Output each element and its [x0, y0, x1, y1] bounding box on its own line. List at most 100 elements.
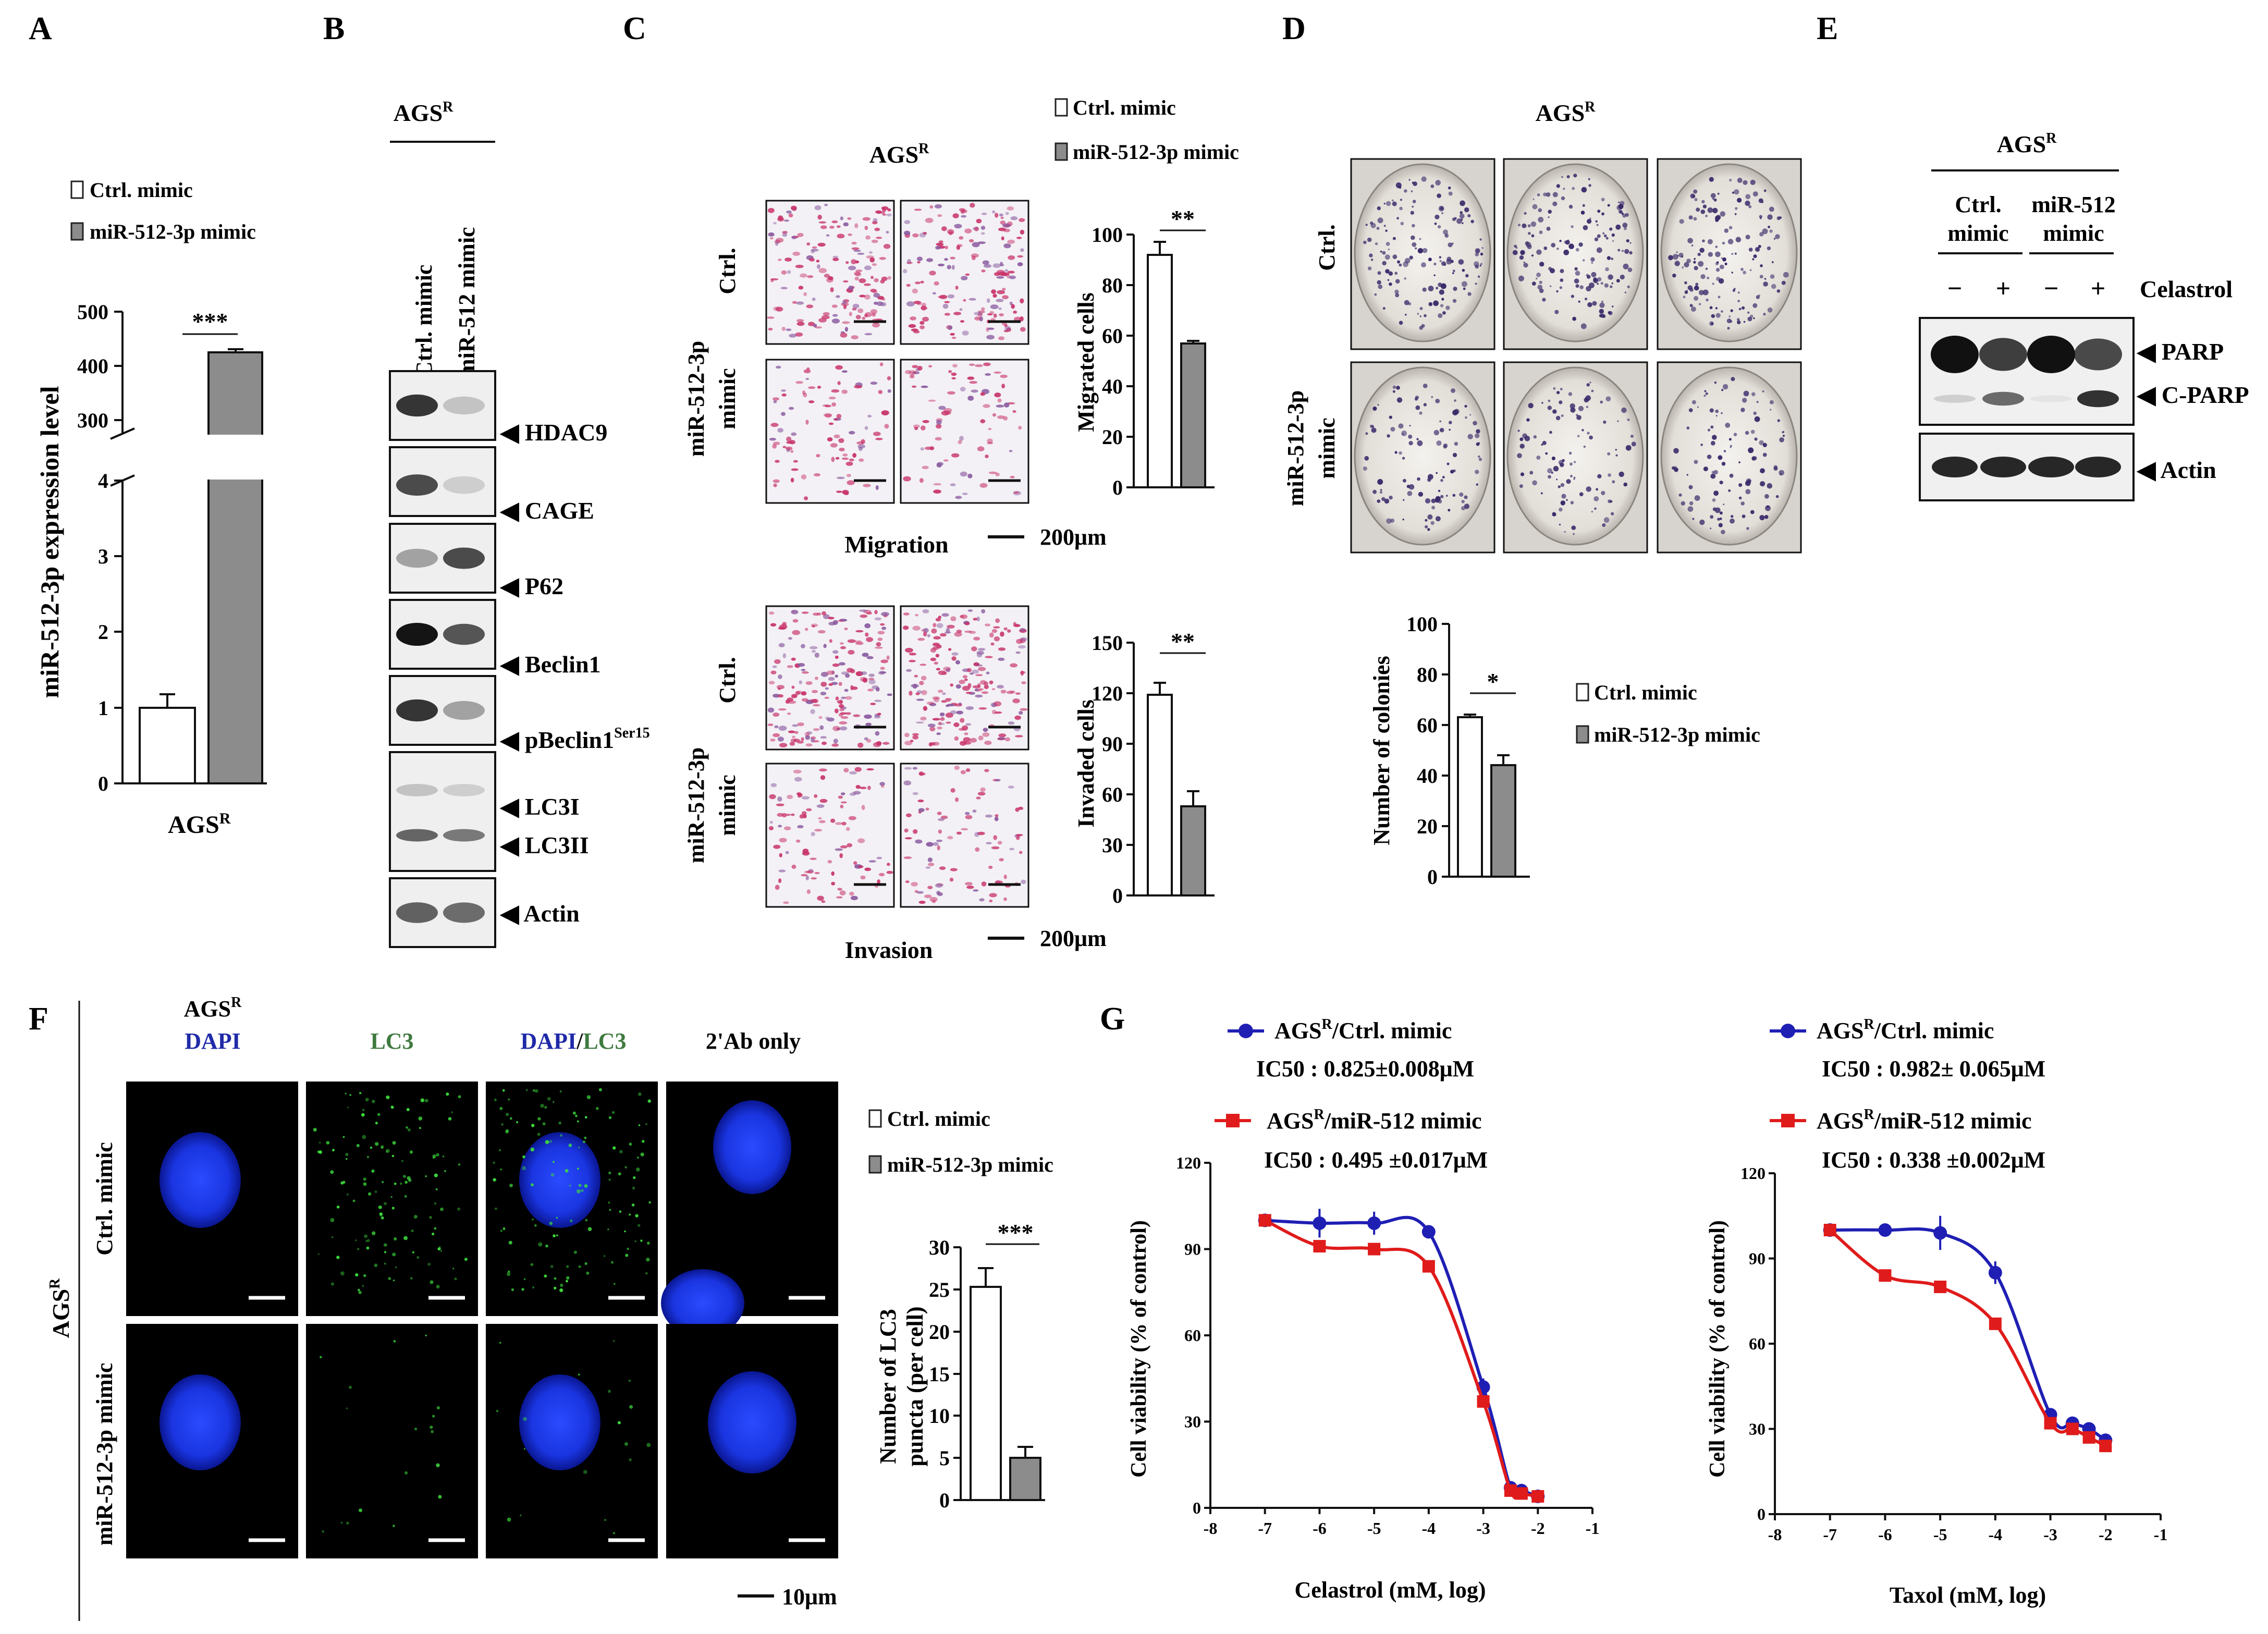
colony [1749, 269, 1752, 272]
colony [1378, 284, 1383, 289]
cell-stain [886, 230, 889, 234]
cell-stain [936, 242, 944, 246]
colony [1582, 429, 1584, 432]
cell-stain [993, 626, 1000, 629]
cell-stain [848, 234, 852, 236]
colony [1389, 415, 1392, 419]
cell-stain [942, 671, 947, 675]
header-2ab: 2'Ab only [706, 1028, 801, 1054]
cell-stain [789, 742, 795, 746]
colony [1727, 327, 1730, 330]
cell-stain [850, 895, 858, 901]
cell-stain [823, 312, 830, 316]
colony [1719, 481, 1723, 485]
cell-stain [967, 609, 973, 612]
colony [1745, 194, 1751, 200]
scale-label: 200μm [1040, 926, 1107, 951]
tick-label: 500 [77, 300, 108, 324]
colony [1769, 206, 1774, 212]
lc3-punctum [384, 1251, 386, 1254]
lc3-punctum [340, 1271, 345, 1276]
colony [1743, 180, 1748, 185]
cell-stain [887, 389, 891, 393]
colony [1431, 396, 1433, 398]
colony [1475, 252, 1479, 256]
cell-stain [829, 226, 835, 229]
lc3-punctum [516, 1121, 519, 1124]
cell-stain [842, 453, 848, 457]
colony [1395, 293, 1400, 298]
colony [1708, 252, 1713, 257]
cell-stain [914, 208, 922, 211]
cell-stain [805, 875, 810, 880]
colony [1775, 234, 1780, 239]
tick-label: 80 [1102, 274, 1123, 297]
cell-stain [840, 801, 847, 804]
cell-stain [865, 235, 871, 240]
blot-label-parp: ◀ PARP [2136, 338, 2224, 365]
lc3-punctum [419, 1127, 422, 1129]
colony [1574, 278, 1579, 284]
cell-stain [938, 240, 943, 243]
colony [1754, 416, 1760, 422]
lc3-punctum [624, 1442, 629, 1446]
colony [1548, 475, 1551, 479]
cell-stain [974, 316, 981, 321]
lc3-punctum [583, 1470, 587, 1475]
colony [1479, 238, 1482, 241]
lc3-punctum [442, 1156, 445, 1158]
colony [1383, 202, 1386, 205]
cell-stain [937, 462, 943, 466]
blot-band-cparp [2030, 395, 2072, 402]
confocal-image [306, 1082, 478, 1316]
lc3-punctum [648, 1201, 651, 1204]
cell-stain [909, 659, 916, 662]
cell-stain [874, 278, 879, 282]
cell-stain [836, 490, 842, 493]
cell-stain [980, 419, 986, 424]
tick-label: 30 [1184, 1412, 1201, 1431]
colony [1436, 472, 1438, 474]
row-label-mir: miR-512-3p [683, 341, 709, 457]
lc3-punctum [464, 1258, 468, 1261]
cell-stain [794, 731, 799, 734]
cell-stain [816, 804, 825, 808]
cell-stain [985, 814, 992, 818]
cell-stain [778, 674, 782, 679]
colony [1554, 310, 1559, 314]
colony [1473, 421, 1477, 426]
colony [1539, 230, 1543, 235]
cell-stain [920, 447, 924, 451]
cell-stain [964, 678, 968, 681]
tick-label: 20 [1417, 815, 1438, 838]
lc3-punctum [377, 1113, 381, 1116]
cell-stain [976, 796, 981, 800]
cell-stain [904, 733, 910, 738]
cell-stain [774, 659, 781, 664]
cell-stain [864, 333, 873, 336]
cell-stain [836, 225, 841, 228]
colony [1548, 399, 1551, 402]
colony [1629, 242, 1632, 244]
cell-stain [977, 446, 985, 452]
colony [1694, 198, 1698, 202]
colony [1367, 237, 1372, 242]
panel-e: AGSR Ctrl. mimic miR-512 mimic − + − + C… [1919, 130, 2249, 501]
colony [1597, 210, 1601, 213]
cell-stain [831, 389, 840, 393]
cell-stain [921, 385, 928, 388]
cell-stain [904, 741, 913, 745]
cell-stain [980, 232, 985, 235]
colony [1684, 281, 1687, 285]
tick-label: 20 [1102, 425, 1123, 449]
colony [1542, 298, 1546, 302]
cell-stain [960, 387, 966, 392]
cell-stain [944, 301, 950, 303]
cell-stain [801, 611, 809, 614]
legend-swatch-ctrl [868, 1109, 882, 1128]
data-point [1421, 1225, 1436, 1239]
colony [1707, 239, 1713, 244]
colony [1412, 224, 1415, 228]
cell-stain [915, 281, 921, 285]
cell-stain [887, 693, 892, 696]
